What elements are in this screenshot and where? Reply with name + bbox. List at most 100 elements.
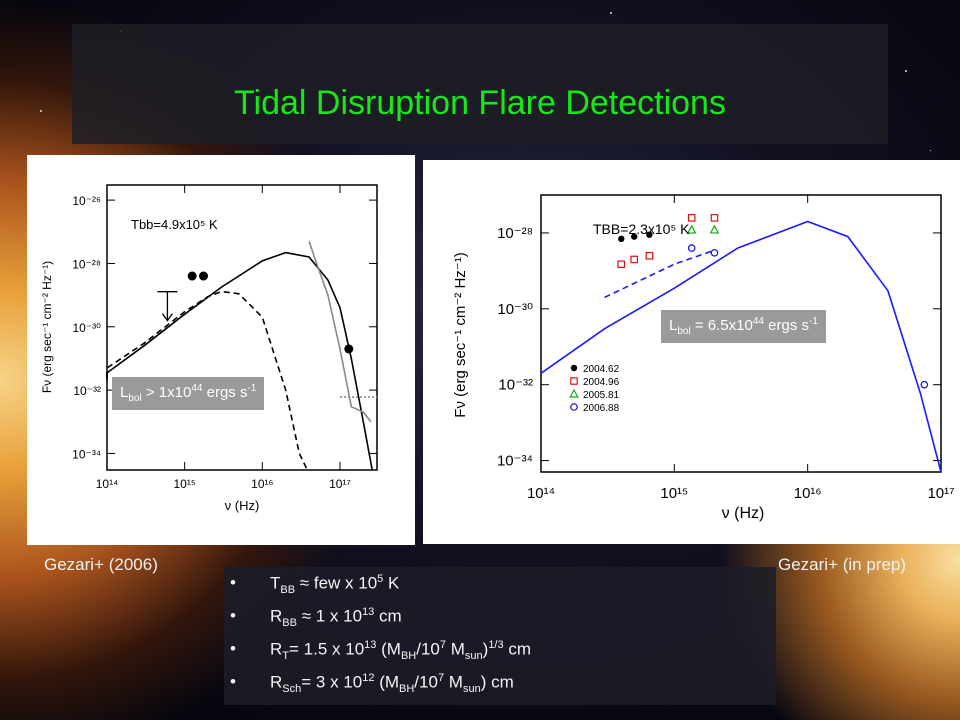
sed-curves bbox=[106, 241, 377, 471]
title-bar: Tidal Disruption Flare Detections bbox=[72, 24, 888, 144]
right-figure-caption: Gezari+ (in prep) bbox=[778, 555, 907, 574]
point-marker bbox=[920, 380, 929, 389]
lum-unit: ergs s bbox=[202, 384, 248, 401]
bullet-text: RSch= 3 x 1012 (MBH/107 Msun) cm bbox=[270, 672, 514, 695]
legend: 2004.62 2004.96 2005.81 2006.88 bbox=[569, 364, 620, 414]
bullet-text-part: ≈ 1 x 10 bbox=[296, 606, 363, 626]
bullet-text-part: 13 bbox=[362, 606, 375, 618]
bullet-text-part: = 3 x 10 bbox=[301, 672, 363, 692]
bullet-text-part: 13 bbox=[364, 639, 377, 651]
y-axis-ticks: 10⁻²⁶ 10⁻²⁸ 10⁻³⁰ 10⁻³² 10⁻³⁴ bbox=[72, 194, 377, 461]
bullet-text-part: R bbox=[270, 606, 283, 626]
bullet-text-part: K bbox=[383, 573, 400, 593]
point-marker bbox=[710, 248, 719, 257]
background-star bbox=[930, 150, 931, 151]
sed-solid-curve bbox=[308, 241, 372, 423]
lum-unit: ergs s bbox=[763, 317, 809, 334]
x-tick-label: 10¹⁶ bbox=[794, 485, 822, 502]
lum-unit-exp: -1 bbox=[808, 316, 818, 327]
x-tick-label: 10¹⁶ bbox=[251, 477, 273, 491]
point-marker bbox=[570, 377, 578, 385]
point-marker bbox=[630, 255, 638, 264]
data-point bbox=[187, 271, 197, 281]
point-marker bbox=[617, 260, 626, 268]
y-axis-label: Fν (erg sec⁻¹ cm⁻² Hz⁻¹) bbox=[452, 252, 469, 417]
sed-solid-curve bbox=[106, 251, 373, 471]
x-tick-label: 10¹⁵ bbox=[173, 477, 195, 491]
bullet-text-part: cm bbox=[503, 639, 531, 659]
slide-title: Tidal Disruption Flare Detections bbox=[234, 84, 726, 122]
background-star bbox=[40, 110, 42, 112]
sed-solid-curve bbox=[540, 220, 942, 473]
data-point bbox=[199, 271, 209, 281]
bullet-text-part: T bbox=[270, 573, 281, 593]
point-marker bbox=[570, 403, 578, 411]
bullet-text-part: BB bbox=[282, 617, 297, 630]
point-marker bbox=[630, 233, 638, 240]
bullet-text-part: 7 bbox=[439, 639, 446, 651]
right-figure-panel: 10¹⁴ 10¹⁵ 10¹⁶ 10¹⁷ 10⁻²⁸ 10⁻³⁰ 10⁻³² 10⁻³⁴ 20… bbox=[423, 160, 960, 544]
point-marker bbox=[687, 244, 696, 252]
bullet-text-part: /10 bbox=[416, 639, 440, 659]
point-marker bbox=[569, 388, 579, 398]
lum-value: = 6.5x10 bbox=[690, 317, 753, 334]
bullet-text-part: 5 bbox=[377, 573, 384, 585]
bullet-text: RBB ≈ 1 x 1013 cm bbox=[270, 606, 402, 629]
legend-label: 2005.81 bbox=[583, 390, 620, 401]
bullet-text-part: sun bbox=[464, 650, 483, 663]
bullet-text-part: M bbox=[444, 672, 463, 692]
lum-symbol: L bbox=[120, 384, 129, 401]
bullet-text-part: ) cm bbox=[480, 672, 514, 692]
upper-limit-marker bbox=[157, 291, 178, 322]
left-figure-panel: 10¹⁴ 10¹⁵ 10¹⁶ 10¹⁷ 10⁻²⁶ 10⁻²⁸ 10⁻³⁰ 10⁻³² 10⁻… bbox=[27, 155, 415, 545]
data-points bbox=[187, 271, 354, 354]
bullet-dot-icon: • bbox=[230, 672, 236, 691]
annotation-tbb: Tbb=4.9x10⁵ K bbox=[131, 217, 218, 232]
y-tick-label: 10⁻³⁰ bbox=[497, 301, 533, 318]
point-marker bbox=[709, 224, 720, 234]
x-axis-label: ν (Hz) bbox=[722, 505, 765, 522]
point-marker bbox=[645, 251, 654, 260]
y-tick-label: 10⁻²⁸ bbox=[72, 257, 101, 271]
lum-unit-exp: -1 bbox=[247, 383, 257, 394]
lum-exp: 44 bbox=[191, 383, 203, 394]
bullet-dot-icon: • bbox=[230, 573, 236, 592]
luminosity-label-right: Lbol = 6.5x1044 ergs s-1 bbox=[661, 310, 826, 343]
bullet-text-part: ≈ few x 10 bbox=[295, 573, 378, 593]
bullet-text-part: /10 bbox=[414, 672, 438, 692]
background-star bbox=[905, 70, 907, 72]
bullet-dot-icon: • bbox=[230, 639, 236, 658]
bullet-text-part: BB bbox=[280, 584, 296, 597]
y-tick-label: 10⁻³⁰ bbox=[73, 321, 102, 335]
bullet-text-part: M bbox=[446, 639, 465, 659]
legend-label: 2004.96 bbox=[583, 377, 620, 388]
y-tick-label: 10⁻³² bbox=[498, 377, 533, 394]
sed-dashed-curve bbox=[604, 249, 715, 299]
x-axis-label: ν (Hz) bbox=[225, 498, 260, 513]
bullet-text-part: R bbox=[270, 639, 283, 659]
y-axis-label: Fν (erg sec⁻¹ cm⁻² Hz⁻¹) bbox=[40, 261, 54, 393]
bullet-dot-icon: • bbox=[230, 606, 236, 625]
plot-frame bbox=[106, 184, 378, 471]
legend-label: 2004.62 bbox=[583, 364, 620, 375]
x-tick-label: 10¹⁴ bbox=[96, 477, 119, 491]
lum-sub: bol bbox=[128, 393, 142, 404]
y-tick-label: 10⁻²⁸ bbox=[497, 225, 533, 242]
bullet-text-part: BH bbox=[399, 683, 415, 696]
bullet-text: TBB ≈ few x 105 K bbox=[270, 573, 399, 596]
y-tick-label: 10⁻²⁶ bbox=[72, 194, 101, 208]
data-points bbox=[617, 214, 929, 389]
bullet-text-part: BH bbox=[400, 650, 417, 663]
lum-value: > 1x10 bbox=[141, 384, 192, 401]
bullet-text-part: 1/3 bbox=[488, 639, 504, 651]
upper-limit-arrow bbox=[161, 313, 173, 322]
bullet-list-box: • TBB ≈ few x 105 K • RBB ≈ 1 x 1013 cm • RT=… bbox=[224, 567, 776, 705]
x-tick-label: 10¹⁴ bbox=[527, 485, 555, 502]
bullet-text-part: (M bbox=[376, 639, 401, 659]
lum-sub: bol bbox=[677, 326, 691, 337]
x-tick-label: 10¹⁷ bbox=[927, 485, 954, 502]
point-marker bbox=[687, 214, 696, 222]
background-star bbox=[610, 12, 612, 14]
bullet-text-part: cm bbox=[374, 606, 402, 626]
y-tick-label: 10⁻³² bbox=[73, 384, 101, 398]
